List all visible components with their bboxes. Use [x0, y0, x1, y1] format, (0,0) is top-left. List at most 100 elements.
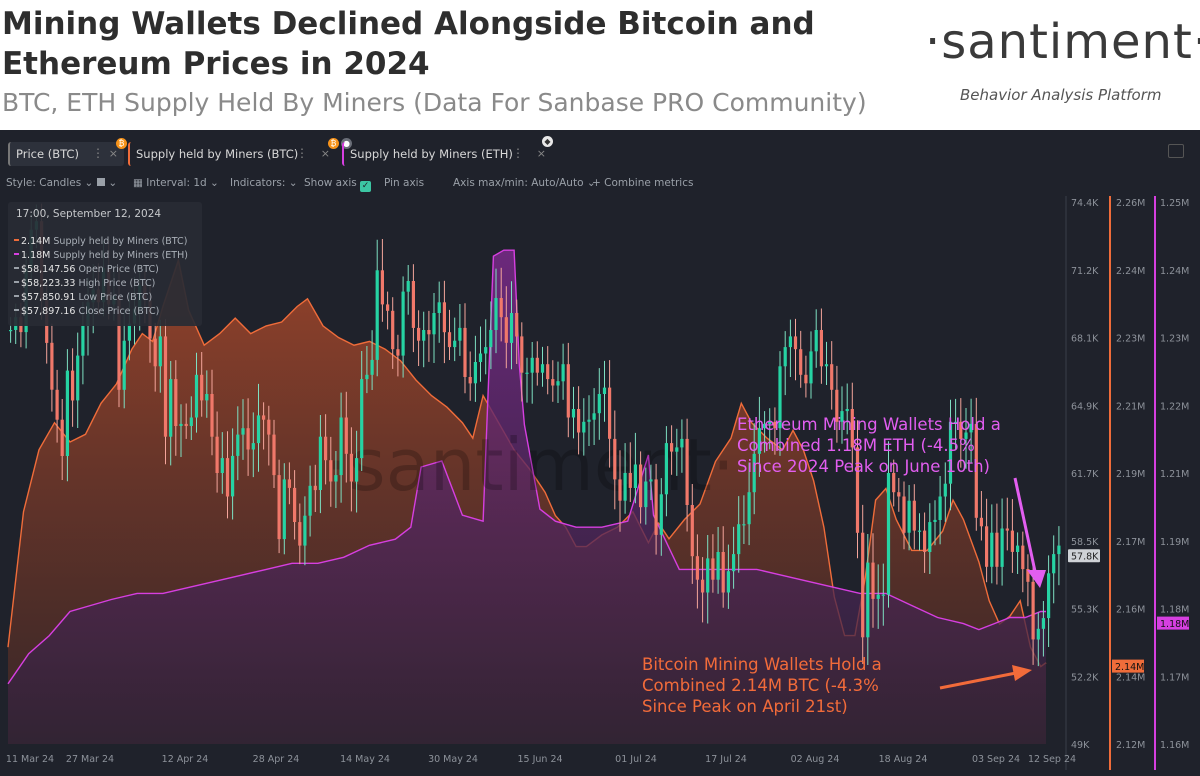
candle-body: [60, 419, 64, 456]
candle-body: [628, 473, 632, 488]
pin-axis-label: Pin axis: [384, 177, 425, 189]
more-icon[interactable]: ⋮: [92, 146, 104, 160]
legend-value: 2.14M: [21, 236, 51, 247]
btc-arrow-line: [939, 671, 1017, 690]
candle-body: [840, 411, 844, 422]
pin-axis-toggle[interactable]: Pin axis: [384, 177, 424, 189]
tab-supply-eth[interactable]: Supply held by Miners (ETH) ⋮ ×: [342, 142, 552, 166]
checkbox-checked-icon[interactable]: ✓: [360, 181, 372, 192]
candle-body: [912, 500, 916, 531]
combine-label: Combine metrics: [604, 177, 694, 189]
candle-body: [768, 421, 772, 424]
candle-body: [453, 340, 457, 348]
candle-body: [277, 475, 281, 540]
series-swatch: [14, 295, 19, 297]
close-icon[interactable]: ×: [536, 147, 546, 160]
candle-body: [597, 394, 601, 414]
candle-body: [1052, 554, 1056, 574]
chevron-down-icon: ⌄: [108, 177, 118, 189]
price-tick-label: 58.5K: [1071, 537, 1099, 548]
candle-body: [509, 313, 514, 343]
btc-tick-label: 2.21M: [1116, 401, 1145, 412]
indicators-selector[interactable]: Indicators: ⌄: [230, 177, 298, 189]
candle-body: [685, 438, 689, 505]
candle-body: [747, 492, 751, 525]
candle-body: [225, 458, 230, 497]
candle-body: [256, 415, 261, 444]
candle-body: [928, 522, 932, 552]
price-tick-label: 52.2K: [1071, 672, 1099, 683]
interval-selector[interactable]: ▦ Interval: 1d ⌄: [133, 177, 219, 189]
candle-body: [726, 571, 730, 593]
candle-body: [267, 419, 271, 435]
expand-icon[interactable]: [1168, 144, 1184, 158]
eth-tick-label: 1.19M: [1160, 537, 1189, 548]
candle-body: [644, 481, 648, 508]
candle-body: [427, 330, 431, 335]
metric-tabs: Price (BTC) ⋮ × ₿ Supply held by Miners …: [0, 130, 1200, 172]
x-tick-label: 17 Jul 24: [705, 754, 747, 765]
show-axis-toggle[interactable]: Show axis ✓: [304, 177, 372, 192]
candle-body: [262, 415, 266, 420]
candle-body: [571, 409, 576, 418]
btc-current-label: 2.14M: [1115, 662, 1144, 673]
eth-current-badge: [1157, 616, 1189, 630]
chart-toolbar: Style: Candles ⌄ ⌄ ▦ Interval: 1d ⌄ Indi…: [0, 174, 1200, 194]
candle-body: [737, 524, 741, 555]
candle-body: [308, 485, 312, 516]
candle-body: [788, 336, 792, 348]
candle-body: [773, 421, 777, 429]
legend-value: 1.18M: [21, 250, 51, 261]
candle-body: [664, 443, 668, 495]
chevron-down-icon: ⌄: [84, 177, 94, 189]
more-icon[interactable]: ⋮: [296, 146, 308, 160]
tab-price-btc[interactable]: Price (BTC) ⋮ ×: [8, 142, 124, 166]
legend-value: $57,850.91: [21, 292, 76, 303]
legend-label: High Price (BTC): [78, 278, 156, 289]
candle-body: [231, 455, 235, 497]
price-tick-label: 61.7K: [1071, 469, 1099, 480]
btc-tick-label: 2.14M: [1116, 672, 1145, 683]
candle-body: [855, 447, 860, 533]
candle-body: [721, 552, 725, 593]
candle-body: [194, 374, 199, 418]
candle-body: [432, 313, 436, 335]
candle-body: [478, 353, 483, 362]
tab-supply-btc[interactable]: Supply held by Miners (BTC) ⋮ ×: [128, 142, 336, 166]
candle-body: [391, 310, 395, 350]
candle-body: [618, 479, 622, 501]
candle-body: [824, 364, 829, 367]
candle-body: [169, 379, 173, 437]
candle-body: [757, 428, 761, 454]
price-tick-label: 55.3K: [1071, 605, 1099, 616]
axis-maxmin-selector[interactable]: Axis max/min: Auto/Auto ⌄: [453, 177, 596, 189]
btc-annotation-line: Since Peak on April 21st): [642, 697, 848, 716]
candle-body: [484, 347, 488, 354]
more-icon[interactable]: ⋮: [512, 146, 524, 160]
btc-annotation: Bitcoin Mining Wallets Hold a Combined 2…: [642, 654, 882, 717]
candle-body: [923, 530, 927, 552]
candle-body: [752, 453, 756, 493]
legend-row: $57,897.16 Close Price (BTC): [14, 306, 159, 317]
close-icon[interactable]: ×: [320, 147, 330, 160]
eth-arrow-line: [1013, 477, 1038, 577]
combine-metrics-button[interactable]: + Combine metrics: [592, 177, 693, 189]
candle-body: [881, 594, 885, 596]
close-icon[interactable]: ×: [108, 147, 118, 160]
color-selector[interactable]: ⌄: [97, 177, 117, 189]
legend-label: Open Price (BTC): [78, 264, 159, 275]
price-current-badge: [1068, 549, 1100, 563]
candle-body: [902, 496, 906, 533]
legend-row: $58,223.33 High Price (BTC): [14, 278, 155, 289]
candle-body: [375, 270, 379, 360]
candle-body: [654, 479, 658, 535]
candle-body: [349, 453, 353, 482]
eth-annotation-line: Ethereum Mining Wallets Hold a: [737, 415, 1001, 434]
style-selector[interactable]: Style: Candles ⌄: [6, 177, 93, 189]
candle-body: [334, 475, 338, 482]
tab-supply-eth-label: Supply held by Miners (ETH): [350, 147, 513, 161]
series-swatch: [14, 281, 19, 283]
candle-body: [499, 298, 503, 318]
candle-body: [659, 494, 663, 535]
candle-body: [200, 374, 204, 401]
